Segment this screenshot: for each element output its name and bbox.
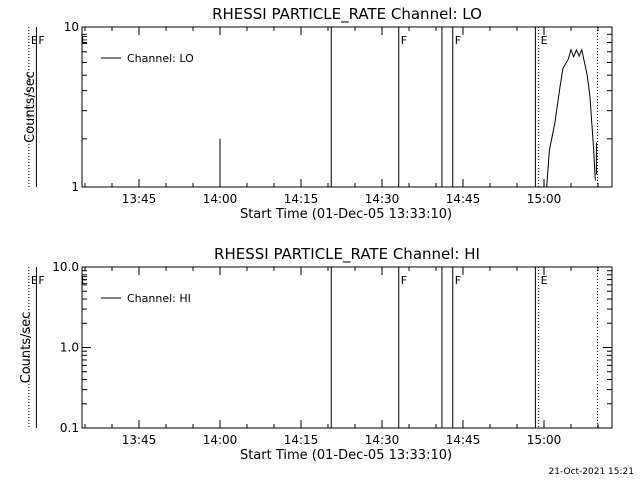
x-tick-label: 15:00 — [527, 433, 562, 447]
event-marker-label: F — [401, 274, 407, 287]
chart-title: RHESSI PARTICLE_RATE Channel: LO — [212, 5, 482, 24]
event-marker-label: E — [541, 274, 548, 287]
event-marker-label: E — [31, 34, 38, 47]
x-tick-label: 15:00 — [527, 192, 562, 206]
x-tick-label: 14:45 — [446, 192, 481, 206]
y-tick-label: 0.1 — [60, 421, 79, 435]
event-marker-label: E — [31, 274, 38, 287]
event-marker-label: F — [38, 34, 44, 47]
y-axis-label: Counts/sec — [19, 312, 34, 384]
y-tick-label: 1 — [71, 180, 79, 194]
x-tick-label: 14:00 — [203, 192, 238, 206]
legend-label: Channel: LO — [127, 52, 194, 65]
chart-panel-2: RHESSI PARTICLE_RATE Channel: HI 13:45 14:… — [19, 245, 613, 463]
x-tick-label: 14:45 — [446, 433, 481, 447]
x-tick-label: 13:45 — [122, 433, 157, 447]
y-axis-label: Counts/sec — [23, 71, 38, 143]
chart-title: RHESSI PARTICLE_RATE Channel: HI — [214, 245, 480, 264]
y-tick-label: 10 — [64, 20, 79, 34]
y-tick-label: 10.0 — [52, 260, 79, 274]
event-marker-label-edge: E — [81, 274, 88, 287]
x-axis-label: Start Time (01-Dec-05 13:33:10) — [240, 207, 452, 222]
legend-label: Channel: HI — [127, 292, 191, 305]
x-tick-label: 13:45 — [122, 192, 157, 206]
event-marker-label: F — [401, 34, 407, 47]
event-marker-label: F — [455, 274, 461, 287]
x-tick-label: 14:30 — [365, 192, 400, 206]
event-marker-label: E — [541, 34, 548, 47]
event-marker-label: F — [38, 274, 44, 287]
x-tick-label: 14:00 — [203, 433, 238, 447]
chart-panel-1: RHESSI PARTICLE_RATE Channel: LO 13:45 14:… — [23, 5, 613, 222]
plot-frame — [81, 26, 613, 188]
series-line — [546, 48, 596, 188]
event-marker-label-edge: E — [81, 34, 88, 47]
x-axis-label: Start Time (01-Dec-05 13:33:10) — [240, 448, 452, 463]
x-tick-label: 14:15 — [284, 192, 319, 206]
y-tick-label: 1.0 — [60, 341, 79, 355]
x-tick-label: 14:15 — [284, 433, 319, 447]
event-marker-label: F — [455, 34, 461, 47]
x-tick-label: 14:30 — [365, 433, 400, 447]
footer-timestamp: 21-Oct-2021 15:21 — [548, 467, 634, 477]
